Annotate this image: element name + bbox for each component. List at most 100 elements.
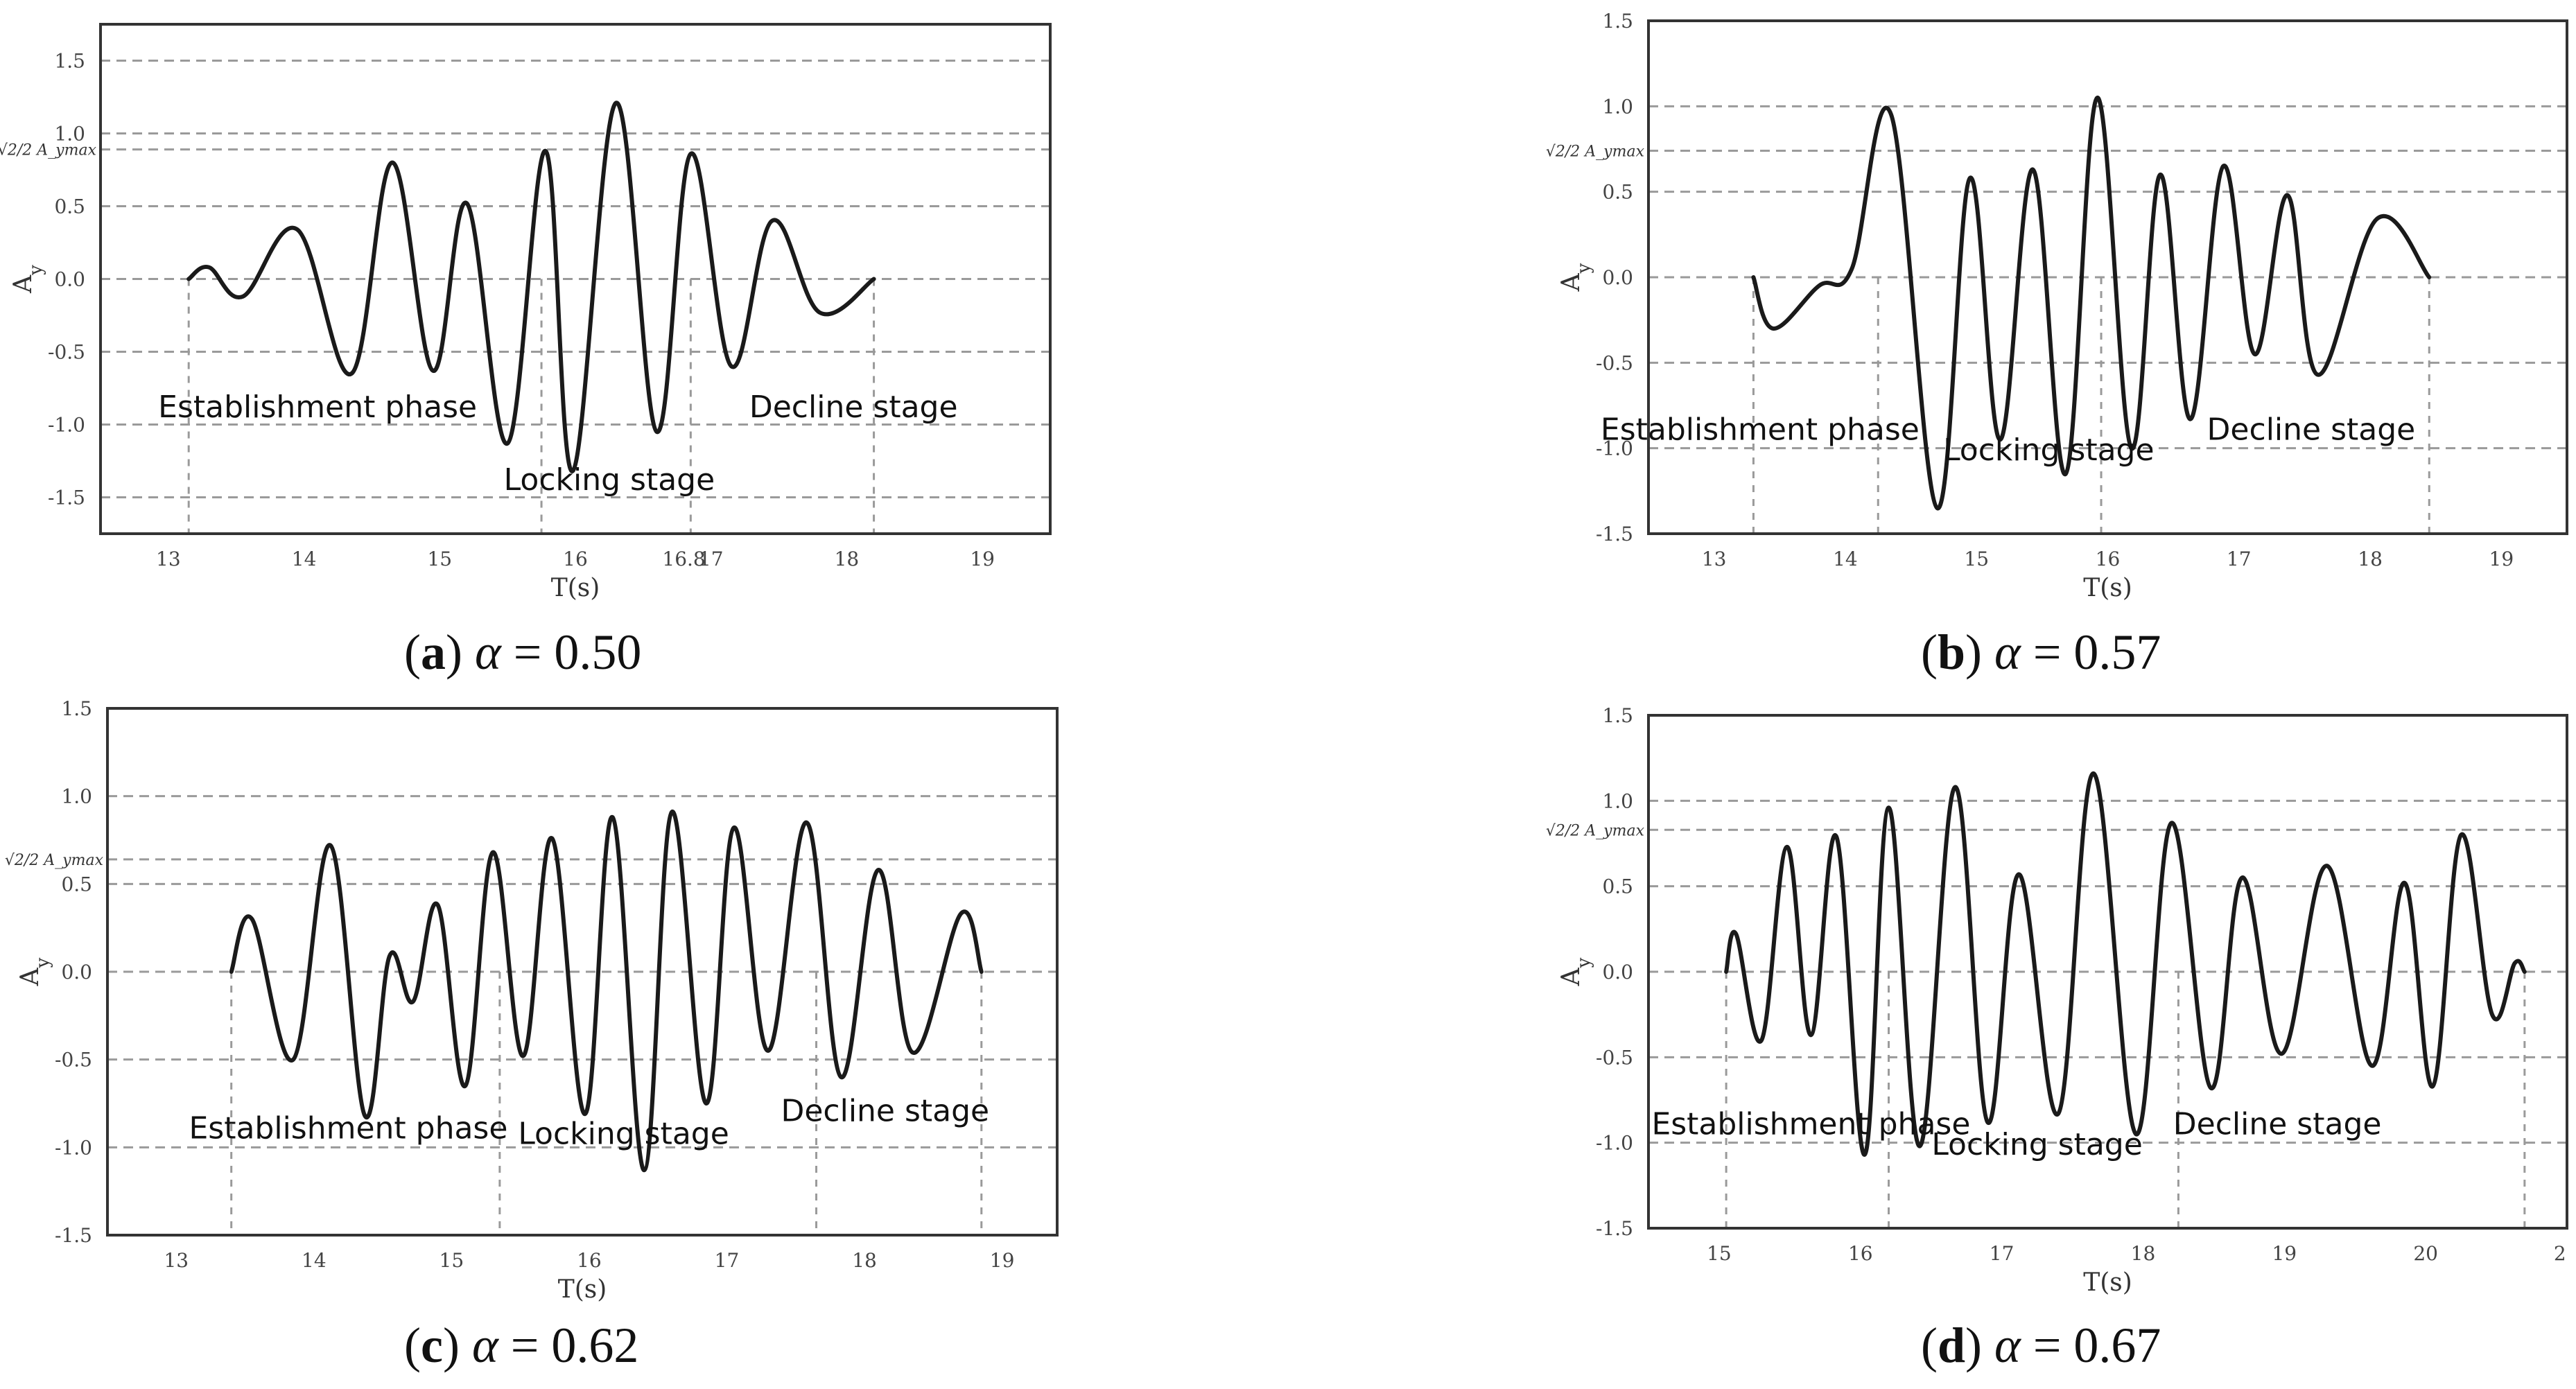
chart-panel-c: -1.5 -1.0 -0.5 0.0 0.5 1.0 1.5 √2/2 A_ymax 13 14 1…: [0, 694, 1288, 1389]
stage-annotation: Decline stage: [2173, 1106, 2382, 1142]
x-tick-label: 15: [440, 1249, 464, 1272]
y-tick-label: 1.5: [1602, 10, 1633, 33]
reference-line-label: √2/2 A_ymax: [5, 852, 104, 869]
x-axis-label: T(s): [558, 1275, 607, 1304]
y-axis-label-subscript: y: [33, 957, 53, 968]
plot-frame: [1647, 19, 2568, 535]
reference-line-label: √2/2 A_ymax: [1546, 143, 1645, 160]
x-tick-label: 18: [852, 1249, 877, 1272]
x-tick-label: 13: [156, 548, 181, 570]
x-tick-label: 13: [164, 1249, 189, 1272]
x-tick-label: 16: [2096, 548, 2121, 570]
caption-a-value: = 0.50: [501, 624, 642, 680]
y-tick-label: 0.0: [1602, 266, 1633, 289]
caption-d-value: = 0.67: [2020, 1318, 2161, 1373]
x-tick-label: 16.8: [662, 548, 705, 570]
x-tick-label: 17: [1990, 1242, 2014, 1265]
stage-annotation: Establishment phase: [158, 390, 477, 425]
x-tick-label: 2: [2554, 1242, 2566, 1265]
x-axis-label: T(s): [2083, 1268, 2132, 1297]
y-tick-label: -1.5: [48, 487, 85, 509]
y-tick-label: -0.5: [55, 1049, 92, 1072]
stage-annotation: Establishment phase: [189, 1111, 507, 1146]
y-tick-label: 0.0: [54, 268, 85, 291]
x-tick-label: 15: [427, 548, 452, 570]
chart-panel-b: -1.5 -1.0 -0.5 0.0 0.5 1.0 1.5 √2/2 A_ymax 13 14 1…: [1288, 0, 2576, 694]
y-axis-label-subscript: y: [1574, 957, 1594, 968]
y-tick-label: 0.5: [1602, 875, 1633, 898]
y-tick-label: 0.5: [61, 873, 92, 896]
reference-line-label: √2/2 A_ymax: [0, 142, 97, 159]
x-tick-label: 13: [1702, 548, 1727, 570]
x-tick-label: 16: [563, 548, 588, 570]
y-tick-label: -1.0: [1596, 437, 1633, 460]
x-tick-label: 18: [2358, 548, 2383, 570]
caption-a-letter: a: [420, 624, 446, 680]
y-axis-label: Ay: [1557, 957, 1594, 986]
stage-annotation: Establishment phase: [1601, 412, 1920, 447]
chart-c-svg: -1.5 -1.0 -0.5 0.0 0.5 1.0 1.5 √2/2 A_ymax 13 14 1…: [5, 697, 1059, 1304]
y-axis-label-subscript: y: [26, 265, 46, 276]
stage-annotation: Establishment phase: [1651, 1106, 1970, 1142]
x-tick-label: 19: [990, 1249, 1015, 1272]
y-tick-label: -0.5: [1596, 351, 1633, 374]
y-tick-label: 1.0: [1602, 95, 1633, 118]
caption-b-value: = 0.57: [2020, 624, 2161, 680]
y-axis-label: Ay: [1557, 263, 1594, 292]
data-curve: [1724, 771, 2527, 1157]
chart-b-svg: -1.5 -1.0 -0.5 0.0 0.5 1.0 1.5 √2/2 A_ymax 13 14 1…: [1546, 10, 2568, 602]
x-tick-label: 18: [835, 548, 860, 570]
caption-d: (d) α = 0.67: [1921, 1318, 2161, 1373]
x-tick-label: 15: [1707, 1242, 1732, 1265]
x-tick-label: 17: [699, 548, 724, 570]
x-tick-label: 20: [2413, 1242, 2438, 1265]
stage-annotation: Locking stage: [504, 462, 715, 498]
x-axis-label: T(s): [2083, 574, 2132, 602]
x-tick-label: 18: [2131, 1242, 2156, 1265]
chart-panel-d: -1.5 -1.0 -0.5 0.0 0.5 1.0 1.5 √2/2 A_ymax 15 16 1…: [1288, 694, 2576, 1389]
stage-annotation: Locking stage: [518, 1116, 729, 1151]
data-curve: [186, 101, 876, 473]
caption-d-letter: d: [1937, 1318, 1966, 1373]
caption-c: (c) α = 0.62: [404, 1318, 639, 1373]
x-tick-label: 17: [715, 1249, 740, 1272]
x-tick-label: 19: [970, 548, 995, 570]
y-tick-label: 1.0: [61, 785, 92, 808]
y-tick-label: -1.0: [55, 1136, 92, 1159]
caption-c-param: α: [471, 1318, 498, 1373]
y-tick-label: 1.5: [54, 50, 85, 73]
y-tick-label: -0.5: [48, 341, 85, 364]
stage-annotation: Locking stage: [1931, 1127, 2143, 1162]
x-tick-label: 14: [302, 1249, 327, 1272]
caption-b-param: α: [1994, 624, 2021, 680]
plot-frame: [99, 23, 1052, 535]
y-axis-label: Ay: [16, 957, 53, 986]
y-tick-label: 1.5: [1602, 704, 1633, 727]
x-tick-label: 15: [1964, 548, 1989, 570]
x-tick-label: 19: [2489, 548, 2514, 570]
y-tick-label: -1.5: [1596, 523, 1633, 545]
data-curve: [229, 810, 984, 1173]
stage-annotation: Decline stage: [781, 1093, 989, 1128]
y-axis-label: Ay: [9, 265, 46, 294]
x-tick-label: 16: [1848, 1242, 1873, 1265]
stage-annotation: Locking stage: [1943, 433, 2155, 468]
y-tick-label: -1.0: [1596, 1132, 1633, 1155]
y-tick-label: 1.0: [1602, 789, 1633, 812]
caption-a-param: α: [474, 624, 501, 680]
caption-a: (a) α = 0.50: [404, 624, 642, 680]
plot-frame: [1647, 714, 2568, 1230]
chart-d-svg: -1.5 -1.0 -0.5 0.0 0.5 1.0 1.5 √2/2 A_ymax 15 16 1…: [1546, 704, 2568, 1297]
y-tick-label: 0.5: [1602, 181, 1633, 204]
caption-c-letter: c: [420, 1318, 443, 1373]
y-tick-label: 0.0: [1602, 961, 1633, 984]
x-tick-label: 17: [2227, 548, 2252, 570]
stage-annotation: Decline stage: [2207, 412, 2416, 447]
y-tick-label: -0.5: [1596, 1046, 1633, 1069]
x-tick-label: 14: [292, 548, 317, 570]
stage-annotation: Decline stage: [749, 390, 958, 425]
y-tick-label: 1.5: [61, 697, 92, 720]
chart-a-svg: -1.5 -1.0 -0.5 0.0 0.5 1.0 1.5 √2/2 A_ymax 13 14 1…: [0, 23, 1052, 602]
x-tick-label: 14: [1833, 548, 1858, 570]
reference-line-label: √2/2 A_ymax: [1546, 822, 1645, 839]
